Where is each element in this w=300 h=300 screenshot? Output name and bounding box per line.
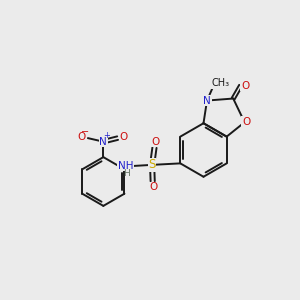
Text: O: O [119, 132, 128, 142]
Text: +: + [103, 130, 110, 140]
Text: N: N [100, 137, 107, 147]
Text: O: O [150, 182, 158, 192]
Text: S: S [148, 158, 156, 171]
Text: O: O [241, 81, 249, 91]
Text: H: H [123, 169, 130, 178]
Text: O: O [151, 137, 159, 147]
Text: CH₃: CH₃ [211, 78, 229, 88]
Text: N: N [203, 96, 211, 106]
Text: −: − [82, 127, 90, 136]
Text: O: O [242, 117, 250, 127]
Text: NH: NH [118, 161, 134, 171]
Text: O: O [78, 132, 86, 142]
